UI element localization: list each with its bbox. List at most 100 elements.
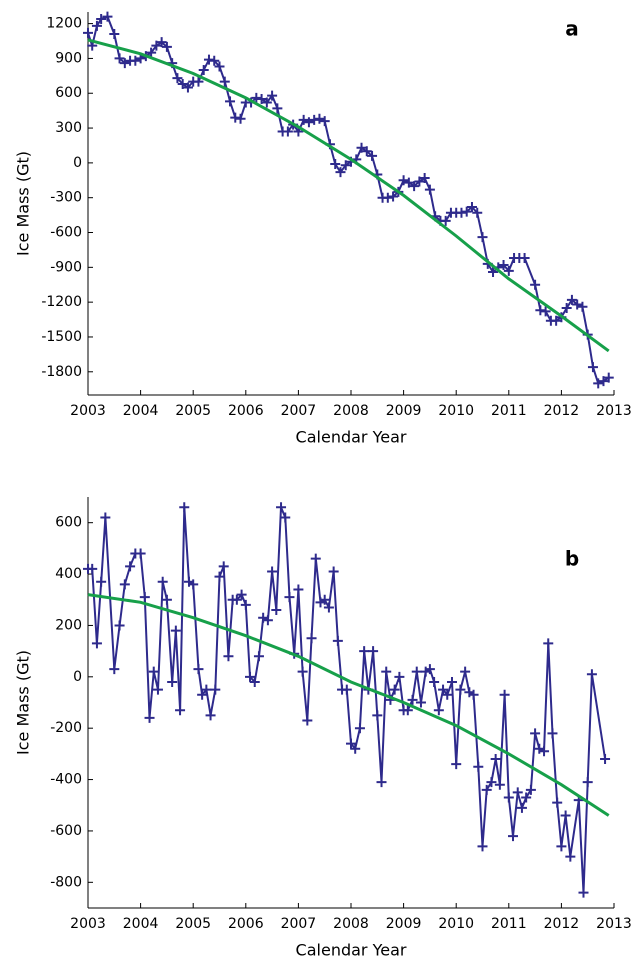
marker (297, 666, 308, 677)
marker (382, 192, 393, 203)
y-tick-label: 400 (55, 566, 82, 582)
marker (503, 265, 514, 276)
x-tick-label: 2012 (544, 403, 580, 419)
marker (256, 94, 267, 105)
marker (486, 777, 497, 788)
x-tick-label: 2003 (70, 403, 106, 419)
marker (598, 376, 609, 387)
marker (409, 181, 420, 192)
x-tick-label: 2009 (386, 916, 422, 932)
marker (302, 715, 313, 726)
x-tick-label: 2008 (333, 403, 369, 419)
marker (284, 592, 295, 603)
marker (593, 378, 604, 389)
y-tick-label: -1800 (41, 364, 82, 380)
marker (261, 97, 272, 108)
marker (403, 177, 414, 188)
x-tick-label: 2006 (228, 403, 264, 419)
marker (218, 561, 229, 572)
y-tick-label: 0 (73, 155, 82, 171)
marker (456, 207, 467, 218)
marker (330, 159, 341, 170)
marker (446, 676, 457, 687)
x-tick-label: 2011 (491, 916, 527, 932)
marker (119, 58, 130, 69)
marker (197, 689, 208, 700)
x-tick-label: 2005 (175, 403, 211, 419)
marker (477, 841, 488, 852)
marker (306, 633, 317, 644)
marker (319, 594, 330, 605)
marker (394, 671, 405, 682)
marker (91, 638, 102, 649)
marker (572, 299, 583, 310)
marker (578, 887, 589, 898)
x-tick-label: 2009 (386, 403, 422, 419)
marker (451, 759, 462, 770)
marker (424, 184, 435, 195)
marker (577, 301, 588, 312)
marker (481, 784, 492, 795)
marker (498, 260, 509, 271)
marker (466, 201, 477, 212)
marker (161, 594, 172, 605)
marker (388, 191, 399, 202)
x-tick-label: 2006 (228, 916, 264, 932)
marker (566, 294, 577, 305)
marker (460, 666, 471, 677)
marker (271, 605, 282, 616)
marker (332, 635, 343, 646)
marker (440, 215, 451, 226)
marker (201, 684, 212, 695)
marker (551, 315, 562, 326)
marker (96, 13, 107, 24)
marker (477, 232, 488, 243)
marker (219, 76, 230, 87)
marker (303, 117, 314, 128)
marker (188, 579, 199, 590)
marker (494, 779, 505, 790)
x-tick-label: 2010 (438, 916, 474, 932)
marker (319, 116, 330, 127)
marker (205, 710, 216, 721)
marker (600, 754, 611, 765)
marker (488, 266, 499, 277)
marker (214, 571, 225, 582)
marker (96, 576, 107, 587)
marker (125, 561, 136, 572)
marker (267, 566, 278, 577)
marker (314, 113, 325, 124)
marker (547, 728, 558, 739)
marker (272, 103, 283, 114)
marker (407, 694, 418, 705)
marker (368, 646, 379, 657)
x-axis-label: Calendar Year (296, 428, 407, 447)
marker (539, 746, 550, 757)
marker (157, 576, 168, 587)
marker (429, 676, 440, 687)
marker (350, 743, 361, 754)
marker (442, 689, 453, 700)
marker (172, 73, 183, 84)
marker (530, 728, 541, 739)
marker (109, 29, 120, 40)
y-axis-label: Ice Mass (Gt) (14, 650, 33, 755)
x-tick-label: 2007 (281, 403, 317, 419)
marker (415, 697, 426, 708)
y-tick-label: 600 (55, 85, 82, 101)
marker (298, 114, 309, 125)
marker (177, 78, 188, 89)
series-line (87, 38, 610, 353)
x-tick-label: 2011 (491, 403, 527, 419)
marker (231, 594, 242, 605)
marker (114, 53, 125, 64)
x-tick-label: 2004 (123, 403, 159, 419)
marker (565, 851, 576, 862)
marker (361, 146, 372, 157)
marker (438, 684, 449, 695)
y-tick-label: -600 (50, 225, 82, 241)
x-tick-label: 2013 (596, 403, 632, 419)
marker (130, 55, 141, 66)
marker (156, 37, 167, 48)
